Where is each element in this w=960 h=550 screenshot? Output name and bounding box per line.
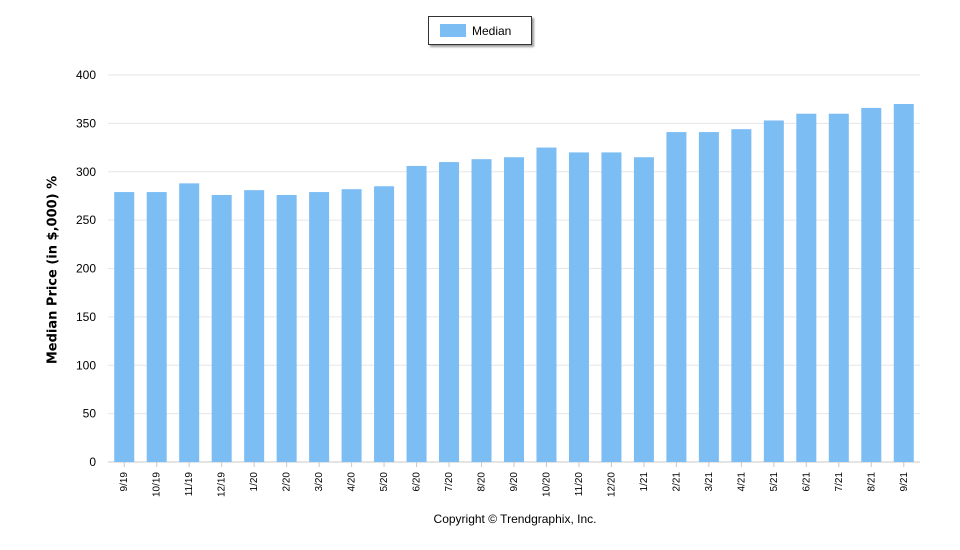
bar <box>698 132 719 462</box>
x-tick-label: 6/20 <box>412 472 423 492</box>
legend: Median <box>428 16 532 45</box>
y-axis-title: Median Price (in $,000) % <box>45 175 61 365</box>
legend-label: Median <box>472 23 512 38</box>
x-tick-label: 8/20 <box>477 472 488 492</box>
bar <box>341 189 362 463</box>
y-tick-label: 250 <box>76 213 96 227</box>
y-tick-label: 100 <box>76 358 96 372</box>
y-tick-label: 200 <box>76 262 96 276</box>
bar <box>796 113 817 462</box>
bar <box>439 162 460 462</box>
x-tick-label: 1/21 <box>639 472 650 492</box>
bar <box>763 120 784 462</box>
x-tick-label: 7/21 <box>834 472 845 492</box>
bar <box>666 132 687 462</box>
bar <box>633 157 654 463</box>
bar <box>114 192 135 462</box>
x-tick-label: 11/19 <box>184 472 195 497</box>
bar <box>893 104 914 463</box>
bar <box>471 159 492 463</box>
bar <box>211 194 232 462</box>
x-tick-label: 9/21 <box>899 472 910 492</box>
y-tick-label: 0 <box>89 455 96 469</box>
y-tick-label: 150 <box>76 310 96 324</box>
x-tick-label: 3/20 <box>314 472 325 492</box>
x-tick-label: 5/20 <box>379 472 390 492</box>
x-tick-label: 5/21 <box>769 472 780 492</box>
bar <box>276 194 297 462</box>
legend-swatch <box>440 24 466 37</box>
bar <box>374 186 395 462</box>
bar <box>731 129 752 462</box>
copyright-text: Copyright © Trendgraphix, Inc. <box>433 512 597 526</box>
x-tick-label: 4/20 <box>347 472 358 492</box>
y-tick-label: 350 <box>76 116 96 130</box>
x-tick-label: 2/21 <box>671 472 682 492</box>
x-tick-label: 4/21 <box>736 472 747 492</box>
bar <box>406 165 427 462</box>
x-tick-label: 2/20 <box>282 472 293 492</box>
bar <box>861 107 882 463</box>
x-tick-label: 8/21 <box>866 472 877 492</box>
bar <box>568 152 589 462</box>
x-tick-label: 9/19 <box>119 472 130 492</box>
bar <box>146 192 167 462</box>
x-tick-label: 10/20 <box>541 472 552 497</box>
x-tick-label: 12/20 <box>606 472 617 497</box>
bar <box>179 183 200 463</box>
x-tick-label: 3/21 <box>704 472 715 492</box>
x-tick-label: 1/20 <box>249 472 260 492</box>
x-tick-label: 11/20 <box>574 472 585 497</box>
x-tick-label: 7/20 <box>444 472 455 492</box>
bar <box>309 192 330 462</box>
bar <box>828 113 849 462</box>
x-tick-label: 9/20 <box>509 472 520 492</box>
bar <box>244 190 265 462</box>
x-tick-label: 12/19 <box>217 472 228 497</box>
x-tick-label: 10/19 <box>152 472 163 497</box>
y-tick-label: 300 <box>76 165 96 179</box>
y-tick-label: 50 <box>83 407 97 421</box>
y-tick-label: 400 <box>76 68 96 82</box>
bar <box>601 152 622 462</box>
bar <box>536 147 557 462</box>
x-tick-label: 6/21 <box>801 472 812 492</box>
bar <box>504 157 524 463</box>
